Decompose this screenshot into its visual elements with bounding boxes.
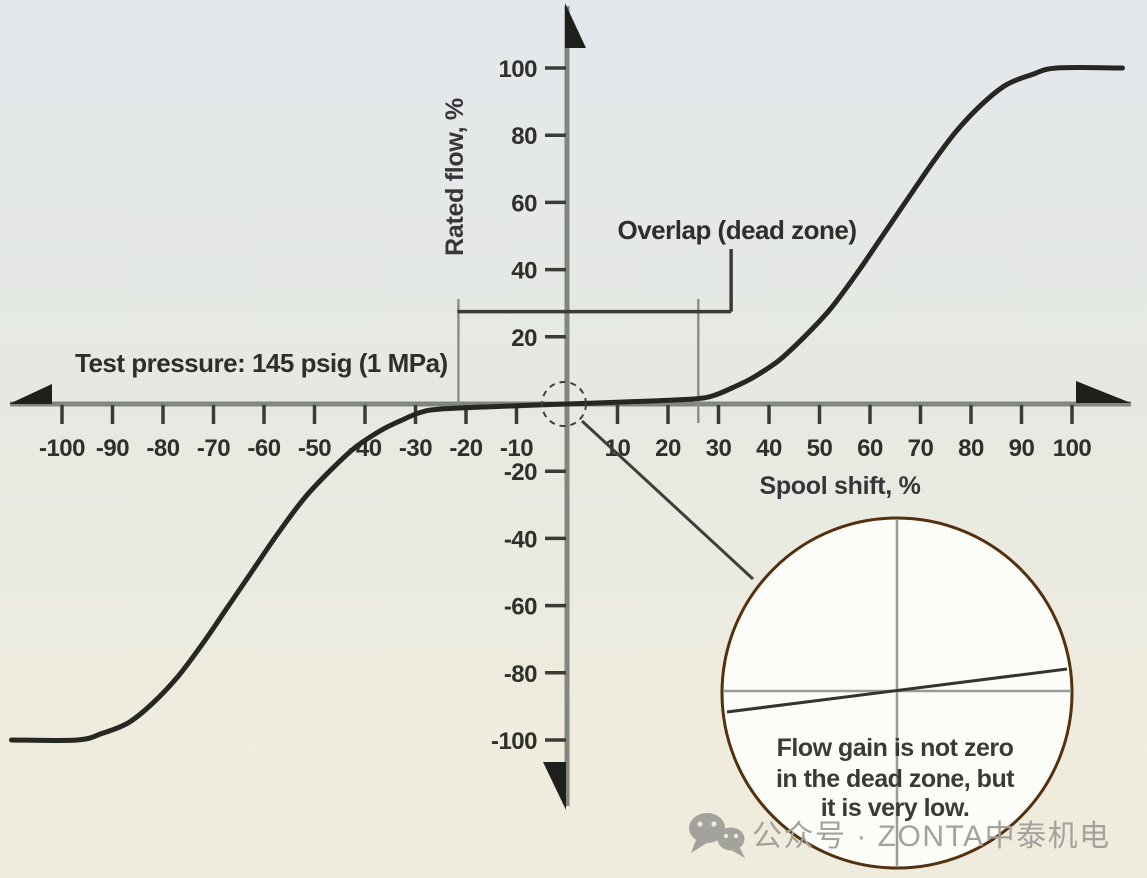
wechat-icon-eye: [723, 833, 729, 839]
x-tick-label: -70: [197, 435, 230, 462]
watermark: 公众号 · ZONTA中泰机电: [689, 813, 1111, 858]
wechat-icon-big-tail: [691, 840, 707, 853]
x-tick-label: 80: [958, 435, 984, 462]
x-axis-ticks: -100 -90 -80 -70 -60 -50 -40 -30 -20 -10 10 20 30 40 5…: [39, 405, 1092, 462]
x-tick-label: 20: [655, 435, 681, 462]
y-tick-label: -60: [504, 594, 537, 621]
x-tick-label: -20: [449, 435, 482, 462]
watermark-text: 公众号 · ZONTA中泰机电: [752, 820, 1111, 853]
x-tick-label: -100: [39, 435, 85, 462]
overlap-label: Overlap (dead zone): [618, 215, 857, 245]
inset-caption-line3: it is very low.: [821, 794, 970, 822]
x-tick-label: -90: [96, 435, 129, 462]
wechat-icon-big-bubble: [689, 813, 725, 843]
x-axis-arrow-left-icon: [9, 384, 52, 404]
y-tick-label: 20: [511, 325, 537, 352]
x-axis: [9, 381, 1131, 407]
wechat-icon: [689, 813, 745, 858]
y-tick-label: -80: [504, 661, 537, 688]
y-axis-arrow-top-icon: [565, 3, 586, 48]
x-tick-label: 60: [857, 435, 883, 462]
flow-curve: [9, 65, 1125, 743]
x-tick-label: -50: [298, 435, 331, 462]
x-tick-label: -80: [146, 435, 179, 462]
y-axis-ticks: 100 80 60 40 20 -20 -40 -60 -80 -100: [491, 56, 566, 755]
wechat-icon-small-bubble: [717, 827, 745, 851]
x-axis-title: Spool shift, %: [759, 472, 920, 500]
y-tick-label: 100: [498, 56, 537, 83]
y-axis-arrow-bottom-icon: [543, 762, 566, 810]
origin-dashed-circle: [541, 381, 587, 427]
x-tick-label: 50: [807, 435, 833, 462]
inset-flow-gain-line: [726, 667, 1068, 714]
y-tick-label: 40: [511, 258, 537, 285]
x-tick-label: -60: [247, 435, 280, 462]
wechat-icon-eye: [711, 821, 717, 827]
magnifier-leader-line: [580, 419, 755, 581]
x-tick-label: 90: [1009, 435, 1035, 462]
y-tick-label: 60: [511, 190, 537, 217]
test-pressure-label: Test pressure: 145 psig (1 MPa): [75, 348, 448, 378]
x-tick-label: 40: [756, 435, 782, 462]
y-tick-label: -40: [504, 526, 537, 553]
wechat-icon-small-tail: [731, 848, 745, 858]
x-tick-label: 10: [605, 435, 631, 462]
wechat-icon-eye: [697, 821, 703, 827]
y-axis-title: Rated flow, %: [441, 98, 469, 256]
y-tick-label: 80: [511, 123, 537, 150]
y-tick-label: -20: [504, 459, 537, 486]
magnifier-inset: Flow gain is not zero in the dead zone, …: [720, 516, 1074, 870]
inset-caption-line2: in the dead zone, but: [776, 765, 1015, 793]
x-tick-label: -30: [399, 435, 432, 462]
x-tick-label: 100: [1053, 435, 1092, 462]
inset-caption-line1: Flow gain is not zero: [777, 734, 1014, 762]
x-tick-label: 70: [908, 435, 934, 462]
x-tick-label: -10: [500, 435, 533, 462]
x-axis-arrow-right-icon: [1076, 381, 1131, 403]
wechat-icon-eye: [733, 833, 739, 839]
x-tick-label: 30: [706, 435, 732, 462]
y-tick-label: -100: [491, 728, 537, 755]
